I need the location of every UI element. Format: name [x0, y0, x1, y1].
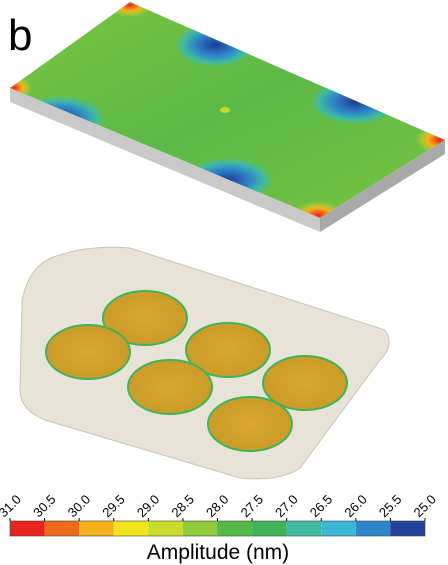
colorbar-segment	[44, 521, 80, 536]
colorbar-tick-label: 28.0	[203, 492, 232, 521]
colorbar-segment	[286, 521, 322, 536]
colorbar-tick-label: 31.0	[0, 492, 24, 521]
colorbar-segment	[182, 521, 218, 536]
colorbar-segment	[79, 521, 114, 536]
colorbar-segment	[390, 521, 425, 536]
colorbar-segment	[252, 521, 287, 536]
colorbar-segment	[10, 521, 45, 536]
wells	[45, 290, 348, 452]
colorbar-tick-label: 28.5	[168, 492, 197, 521]
colorbar-tick-label: 25.5	[376, 492, 405, 521]
colorbar-segment	[113, 521, 149, 536]
plate-side	[320, 140, 445, 232]
colorbar-tick-label: 29.0	[134, 492, 163, 521]
colorbar-segment	[217, 521, 253, 536]
colorbar-segment	[148, 521, 183, 536]
colorbar-tick-label: 26.5	[307, 492, 336, 521]
plate-side	[10, 88, 320, 232]
panel-label: b	[8, 11, 32, 60]
colorbar-segment	[355, 521, 391, 536]
colorbar-tick-label: 29.5	[99, 492, 128, 521]
colorbar-tick-label: 30.0	[65, 492, 94, 521]
colorbar-tick-label: 25.0	[411, 492, 440, 521]
colorbar-label: Amplitude (nm)	[147, 541, 289, 564]
colorbar-tick-label: 30.5	[30, 492, 59, 521]
colorbar-tick-label: 26.0	[341, 492, 370, 521]
colorbar-tick-label: 27.0	[272, 492, 301, 521]
colorbar-tick-label: 27.5	[238, 492, 267, 521]
colorbar-segment	[321, 521, 356, 536]
